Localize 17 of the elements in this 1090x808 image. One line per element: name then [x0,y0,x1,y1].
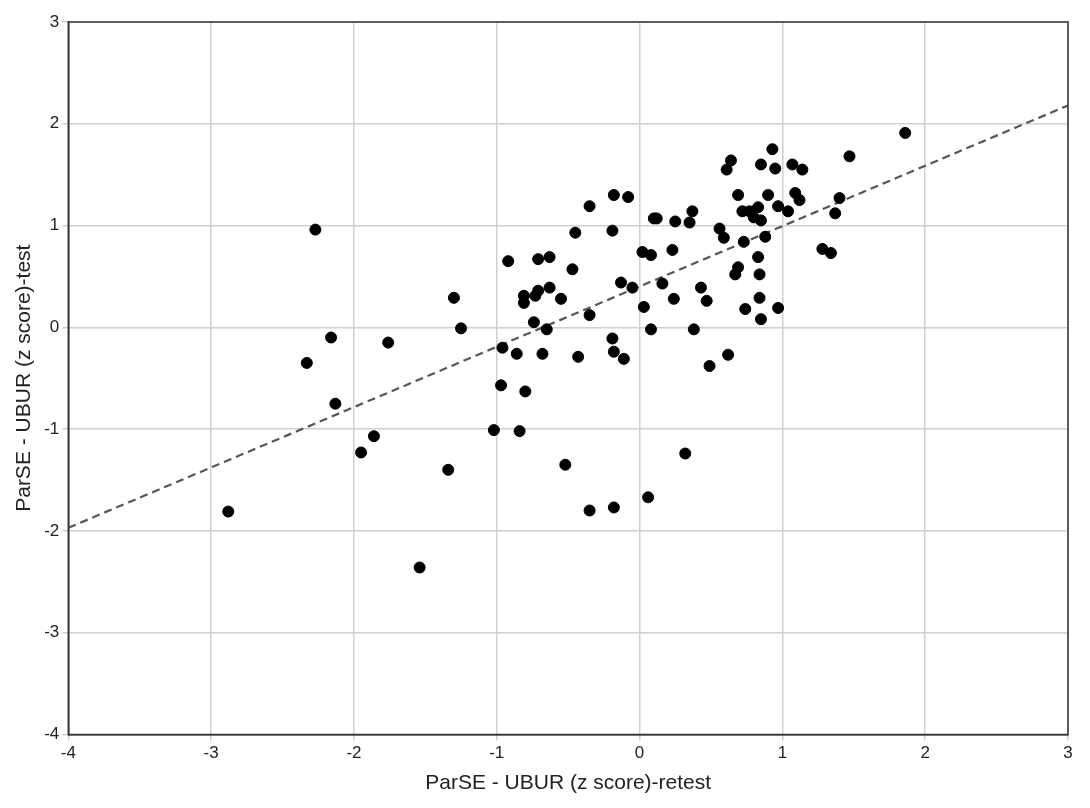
y-tick-label: -2 [44,520,60,540]
x-tick-label: 0 [634,743,645,763]
y-tick-label: 0 [49,317,60,336]
x-tick-label: 1 [777,743,788,763]
x-tick-label: -3 [203,743,219,763]
x-tick-label: 3 [1063,743,1073,763]
x-tick-label: -2 [346,743,362,763]
x-tick-label: -1 [489,743,505,763]
x-axis-title: ParSE - UBUR (z score)-retest [425,770,712,794]
x-tick-label: 2 [920,743,930,763]
y-tick-label: 2 [49,113,60,133]
y-tick-label: -1 [44,418,60,438]
y-tick-label: -3 [44,622,60,642]
y-tick-label: 3 [49,11,60,31]
y-tick-label: 1 [49,215,60,235]
y-axis-title: ParSE - UBUR (z score)-test [11,244,35,512]
y-tick-label: -4 [44,724,60,744]
